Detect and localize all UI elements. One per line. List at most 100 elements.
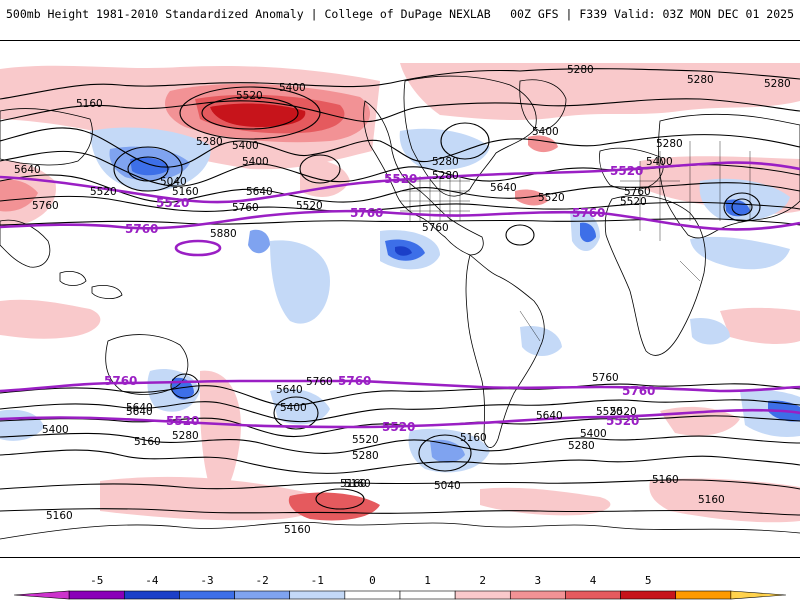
coastline-south-america — [465, 254, 545, 448]
positive-anomaly-area — [400, 63, 800, 121]
contour-label: 5520 — [236, 90, 263, 102]
contour-label: 5160 — [340, 478, 367, 490]
positive-anomaly-area — [515, 189, 548, 206]
contour-label: 5640 — [490, 182, 517, 194]
negative-anomaly-area — [520, 325, 562, 356]
closed-contour — [505, 224, 535, 246]
colorbar-tick-label: -4 — [145, 574, 159, 587]
colorbar-swatch — [234, 590, 291, 600]
closed-contour — [731, 198, 753, 216]
colorbar-swatch — [565, 590, 621, 600]
contour-label: 5160 — [76, 98, 103, 110]
contour-label: 5520 — [296, 200, 323, 212]
contour-label: 5160 — [698, 494, 725, 506]
contour-5520-north — [0, 161, 800, 204]
contour-label: 5280 — [656, 138, 683, 150]
height-contour — [0, 432, 800, 454]
contour-label: 5520 — [90, 186, 117, 198]
closed-contour — [440, 122, 490, 160]
colorbar-swatch — [123, 590, 180, 600]
contour-label-5520: 5520 — [382, 420, 415, 434]
contour-label-5760: 5760 — [572, 206, 605, 220]
contour-label: 5280 — [432, 156, 459, 168]
colorbar-tick-label: 1 — [424, 574, 431, 587]
contour-label: 5400 — [646, 156, 673, 168]
highlight-label-layer: 5520 5520 5760 5760 5760 5520 5760 5760 … — [104, 164, 655, 434]
colorbar-tick-label: -2 — [256, 574, 269, 587]
contour-label-5520: 5520 — [384, 172, 417, 186]
contour-label: 5160 — [284, 524, 311, 536]
contour-label: 5040 — [434, 480, 461, 492]
contour-label-5760: 5760 — [622, 384, 655, 398]
contour-label: 5160 — [134, 436, 161, 448]
height-contour — [0, 479, 800, 490]
contour-5760-south — [0, 379, 800, 393]
closed-contour — [201, 96, 299, 130]
positive-anomaly-area — [200, 370, 241, 501]
negative-anomaly-area — [580, 222, 596, 243]
colorbar-swatch — [509, 590, 566, 600]
contour-label: 5760 — [422, 222, 449, 234]
contour-label: 5640 — [276, 384, 303, 396]
height-contours — [0, 68, 800, 516]
closed-contour — [299, 154, 341, 184]
contour-label: 5520 — [610, 406, 637, 418]
closed-contour — [127, 156, 169, 182]
contour-label: 5400 — [242, 156, 269, 168]
colorbar-tick-label: -5 — [90, 574, 103, 587]
contour-label: 5400 — [580, 428, 607, 440]
contour-label-5760: 5760 — [104, 374, 137, 388]
contour-label: 5280 — [432, 170, 459, 182]
height-contour — [0, 174, 800, 203]
positive-anomaly-area — [0, 179, 38, 212]
negative-anomaly-area — [690, 317, 730, 345]
contour-label: 5640 — [14, 164, 41, 176]
anomaly-map: 5160 5400 5520 5280 5400 5040 5160 5400 … — [0, 63, 800, 540]
closed-contour — [418, 434, 472, 472]
height-contour — [0, 399, 800, 423]
contour-label: 5640 — [536, 410, 563, 422]
contour-label-5760: 5760 — [125, 222, 158, 236]
negative-anomaly-area — [248, 229, 270, 254]
contour-label: 5760 — [32, 200, 59, 212]
contour-label-5520: 5520 — [606, 414, 639, 428]
negative-anomaly-area — [270, 388, 330, 425]
contour-label-5520: 5520 — [166, 414, 199, 428]
contour-label: 5520 — [352, 434, 379, 446]
contour-5880 — [174, 239, 222, 257]
contour-label: 5520 — [538, 192, 565, 204]
colorbar-swatch — [179, 590, 235, 600]
colorbar-tick-label: -3 — [200, 574, 213, 587]
contour-label: 5400 — [280, 402, 307, 414]
contour-label: 5640 — [246, 186, 273, 198]
colorbar-swatch — [454, 590, 511, 600]
colorbar-swatch — [675, 590, 732, 600]
contour-label: 5400 — [532, 126, 559, 138]
coastline-north-america — [403, 75, 537, 197]
colorbar-tick-label: 5 — [645, 574, 652, 587]
map-title: 500mb Height 1981-2010 Standardized Anom… — [6, 7, 491, 21]
contour-label-5520: 5520 — [610, 164, 643, 178]
contour-5760-north — [0, 209, 800, 231]
contour-label: 5520 — [620, 196, 647, 208]
model-run-info: 00Z GFS | F339 Valid: 03Z MON DEC 01 202… — [510, 7, 794, 21]
negative-anomaly-area — [270, 240, 330, 324]
contour-label: 5040 — [160, 176, 187, 188]
contour-5520-south — [0, 408, 800, 429]
coastline-australia — [105, 334, 189, 395]
header: 500mb Height 1981-2010 Standardized Anom… — [0, 0, 800, 40]
contour-label-5760: 5760 — [338, 374, 371, 388]
anomaly-shading — [0, 63, 800, 523]
positive-anomaly-area — [0, 299, 101, 339]
colorbar-swatches — [13, 590, 787, 600]
closed-contour — [113, 146, 183, 192]
height-contour — [0, 218, 800, 226]
colorbar-tick-labels: -5 -4 -3 -2 -1 0 1 2 3 4 5 — [90, 574, 651, 587]
height-contour — [0, 68, 800, 100]
colorbar-swatch — [289, 590, 346, 600]
colorbar-swatch — [399, 590, 456, 600]
contour-label: 5160 — [652, 474, 679, 486]
positive-anomaly-area — [649, 478, 800, 523]
contour-label-layer: 5160 5400 5520 5280 5400 5040 5160 5400 … — [14, 64, 791, 536]
contour-label: 5760 — [306, 376, 333, 388]
